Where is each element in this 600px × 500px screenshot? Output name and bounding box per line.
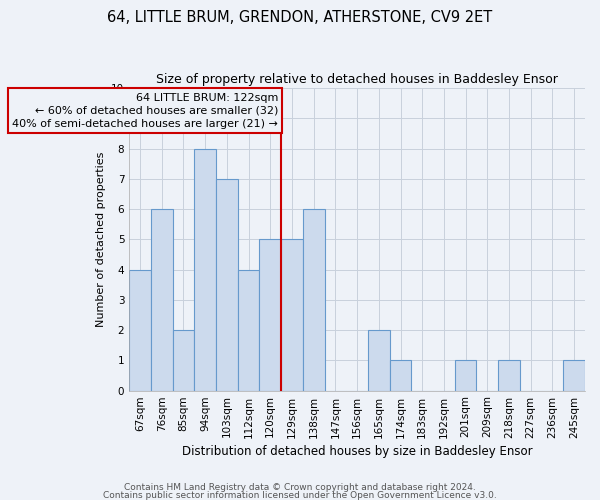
Title: Size of property relative to detached houses in Baddesley Ensor: Size of property relative to detached ho… (156, 72, 558, 86)
Text: Contains HM Land Registry data © Crown copyright and database right 2024.: Contains HM Land Registry data © Crown c… (124, 484, 476, 492)
Bar (389, 360, 412, 390)
Bar (281, 240, 303, 390)
Bar (498, 360, 520, 390)
Bar (216, 179, 238, 390)
Text: Contains public sector information licensed under the Open Government Licence v3: Contains public sector information licen… (103, 490, 497, 500)
Bar (455, 360, 476, 390)
Bar (368, 330, 389, 390)
Bar (238, 270, 259, 390)
Bar (303, 209, 325, 390)
Text: 64 LITTLE BRUM: 122sqm
← 60% of detached houses are smaller (32)
40% of semi-det: 64 LITTLE BRUM: 122sqm ← 60% of detached… (12, 92, 278, 129)
Bar (151, 209, 173, 390)
X-axis label: Distribution of detached houses by size in Baddesley Ensor: Distribution of detached houses by size … (182, 444, 532, 458)
Bar (129, 270, 151, 390)
Bar (173, 330, 194, 390)
Bar (259, 240, 281, 390)
Y-axis label: Number of detached properties: Number of detached properties (95, 152, 106, 327)
Bar (563, 360, 585, 390)
Text: 64, LITTLE BRUM, GRENDON, ATHERSTONE, CV9 2ET: 64, LITTLE BRUM, GRENDON, ATHERSTONE, CV… (107, 10, 493, 25)
Bar (194, 148, 216, 390)
